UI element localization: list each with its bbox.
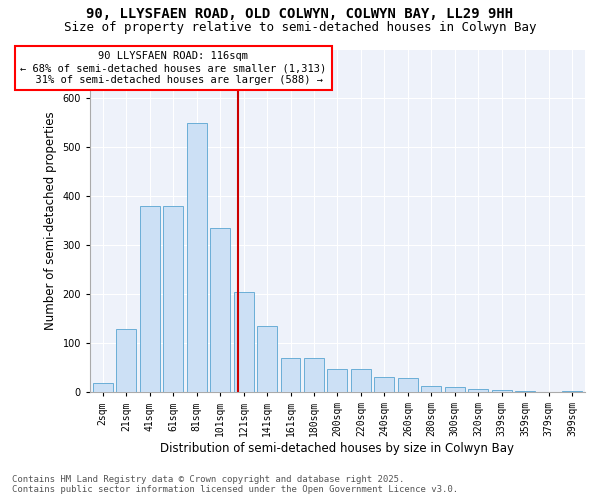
Text: Size of property relative to semi-detached houses in Colwyn Bay: Size of property relative to semi-detach… xyxy=(64,21,536,34)
Bar xyxy=(421,386,441,392)
Text: Contains HM Land Registry data © Crown copyright and database right 2025.
Contai: Contains HM Land Registry data © Crown c… xyxy=(12,474,458,494)
Bar xyxy=(562,390,582,392)
Bar xyxy=(328,368,347,392)
Bar xyxy=(351,368,371,392)
Bar xyxy=(116,330,136,392)
Bar xyxy=(93,384,113,392)
Bar xyxy=(304,358,324,392)
Bar xyxy=(187,122,206,392)
Bar xyxy=(163,206,183,392)
Bar xyxy=(210,228,230,392)
Bar xyxy=(257,326,277,392)
Text: 90, LLYSFAEN ROAD, OLD COLWYN, COLWYN BAY, LL29 9HH: 90, LLYSFAEN ROAD, OLD COLWYN, COLWYN BA… xyxy=(86,8,514,22)
X-axis label: Distribution of semi-detached houses by size in Colwyn Bay: Distribution of semi-detached houses by … xyxy=(160,442,514,455)
Bar xyxy=(398,378,418,392)
Bar xyxy=(515,391,535,392)
Bar xyxy=(233,292,254,392)
Y-axis label: Number of semi-detached properties: Number of semi-detached properties xyxy=(44,112,57,330)
Bar xyxy=(445,388,465,392)
Bar xyxy=(374,378,394,392)
Text: 90 LLYSFAEN ROAD: 116sqm
← 68% of semi-detached houses are smaller (1,313)
  31%: 90 LLYSFAEN ROAD: 116sqm ← 68% of semi-d… xyxy=(20,52,326,84)
Bar xyxy=(468,389,488,392)
Bar xyxy=(281,358,301,392)
Bar xyxy=(492,390,512,392)
Bar xyxy=(140,206,160,392)
